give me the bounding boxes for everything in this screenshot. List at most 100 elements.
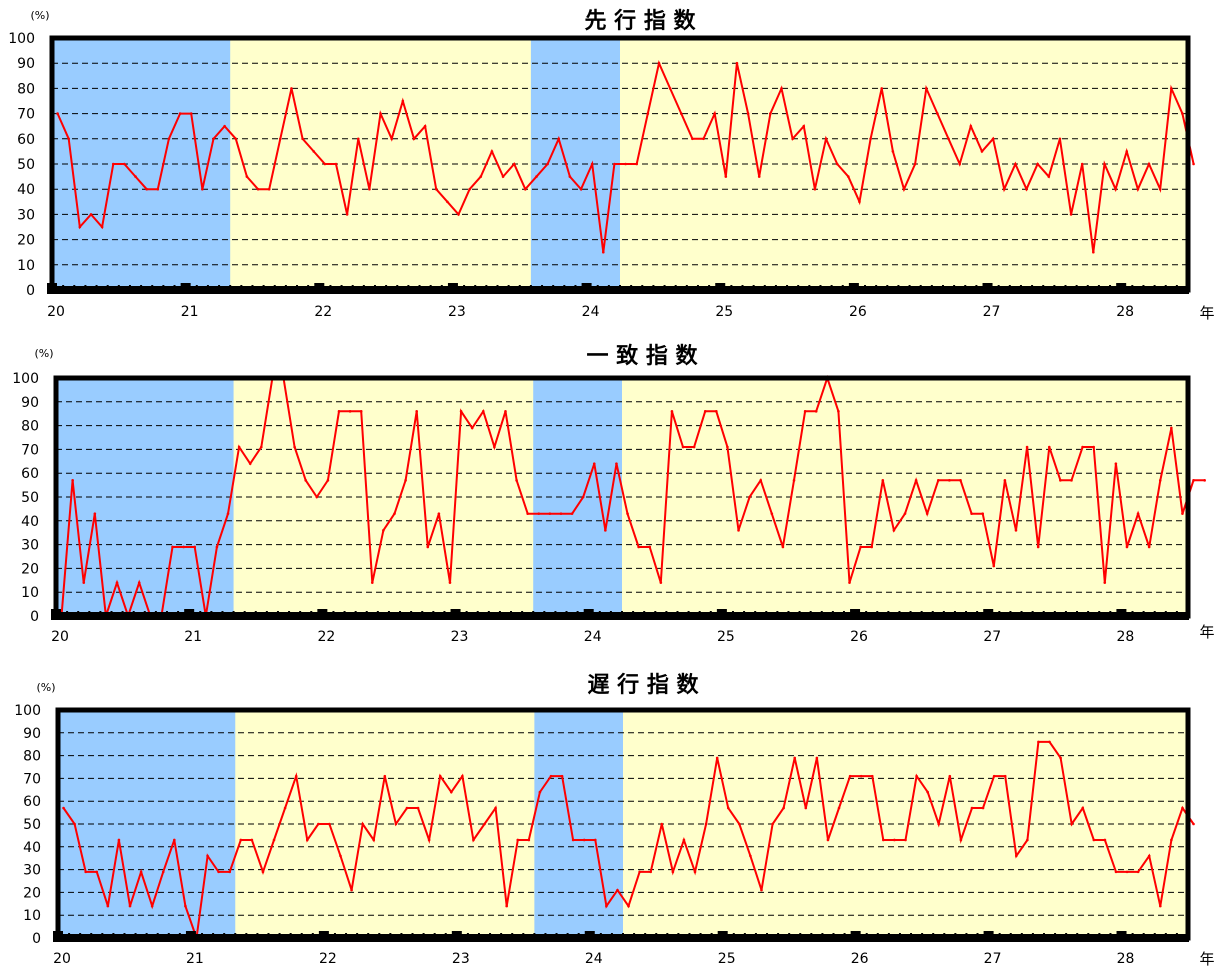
month-tick: [422, 933, 425, 942]
month-tick: [908, 285, 911, 294]
data-point: [893, 838, 896, 842]
month-tick: [555, 933, 558, 942]
x-tick-label: 26: [851, 951, 869, 967]
series-line: [60, 374, 1205, 620]
data-point: [1037, 740, 1040, 744]
month-tick: [245, 933, 248, 942]
month-tick: [920, 611, 923, 620]
data-point: [245, 175, 249, 178]
month-tick: [655, 933, 658, 942]
data-point: [948, 479, 951, 482]
month-tick: [376, 611, 379, 620]
month-tick: [821, 933, 824, 942]
year-tick: [450, 609, 461, 620]
month-tick: [418, 285, 421, 294]
month-tick: [218, 285, 221, 294]
data-point: [1014, 854, 1018, 858]
month-tick: [1164, 611, 1167, 620]
month-tick: [765, 611, 768, 620]
month-tick: [1086, 285, 1089, 294]
data-point: [681, 445, 685, 449]
data-point: [813, 187, 817, 191]
month-tick: [90, 933, 93, 942]
year-tick: [983, 609, 994, 620]
y-tick-label: 30: [17, 207, 35, 223]
month-tick: [1098, 933, 1101, 942]
month-tick: [210, 611, 213, 620]
data-point: [870, 545, 874, 549]
data-point: [958, 162, 961, 166]
data-point: [526, 512, 529, 515]
y-tick-label: 30: [21, 538, 39, 554]
data-point: [702, 137, 705, 141]
x-tick-label: 22: [317, 629, 335, 645]
month-tick: [876, 933, 879, 942]
data-point: [738, 822, 741, 826]
data-point: [557, 137, 561, 141]
x-tick-label: 21: [181, 304, 199, 320]
data-point: [1170, 838, 1173, 842]
month-tick: [1164, 933, 1167, 942]
month-tick: [1109, 611, 1112, 620]
data-point: [627, 904, 630, 908]
data-point: [692, 445, 696, 449]
month-tick: [110, 611, 113, 620]
data-point: [1047, 445, 1051, 449]
data-point: [892, 529, 896, 532]
data-point: [959, 838, 963, 842]
month-tick: [1175, 285, 1178, 294]
month-tick: [865, 611, 868, 620]
data-point: [139, 870, 143, 874]
data-point: [382, 529, 385, 532]
data-point: [228, 870, 232, 874]
data-point: [279, 137, 282, 141]
x-tick-label: 22: [314, 304, 332, 320]
month-tick: [262, 285, 265, 294]
month-tick: [106, 285, 109, 294]
month-tick: [307, 285, 310, 294]
month-tick: [776, 611, 779, 620]
data-point: [601, 250, 605, 254]
y-tick-label: 40: [17, 182, 35, 198]
year-tick: [581, 283, 592, 294]
month-tick: [529, 285, 532, 294]
x-tick-label: 27: [983, 304, 1001, 320]
y-tick-label: 100: [8, 31, 35, 47]
data-point: [290, 87, 293, 90]
data-point: [648, 545, 652, 549]
month-tick: [630, 285, 633, 294]
data-point: [470, 426, 474, 430]
month-tick: [931, 611, 934, 620]
x-tick-label: 27: [984, 951, 1002, 967]
data-point: [272, 838, 276, 842]
month-tick: [154, 611, 157, 620]
data-point: [1081, 806, 1085, 810]
data-point: [323, 162, 327, 166]
month-tick: [1142, 933, 1145, 942]
month-tick: [201, 933, 204, 942]
y-tick-label: 0: [30, 609, 39, 625]
year-tick: [1116, 931, 1127, 942]
month-tick: [510, 611, 513, 620]
month-tick: [507, 285, 510, 294]
month-tick: [910, 933, 913, 942]
month-tick: [841, 285, 844, 294]
x-tick-label: 24: [582, 304, 600, 320]
y-tick-label: 20: [21, 561, 39, 577]
data-point: [1158, 479, 1162, 482]
data-point: [859, 774, 863, 778]
year-tick: [53, 931, 63, 942]
data-point: [1025, 445, 1029, 449]
month-tick: [831, 611, 834, 620]
month-tick: [212, 933, 215, 942]
month-tick: [77, 611, 80, 620]
data-point: [328, 822, 331, 826]
data-point: [501, 175, 505, 178]
month-tick: [474, 285, 477, 294]
data-point: [1047, 175, 1051, 178]
month-tick: [954, 933, 957, 942]
month-tick: [641, 285, 644, 294]
y-tick-label: 10: [21, 585, 39, 601]
month-tick: [240, 285, 243, 294]
month-tick: [565, 611, 568, 620]
